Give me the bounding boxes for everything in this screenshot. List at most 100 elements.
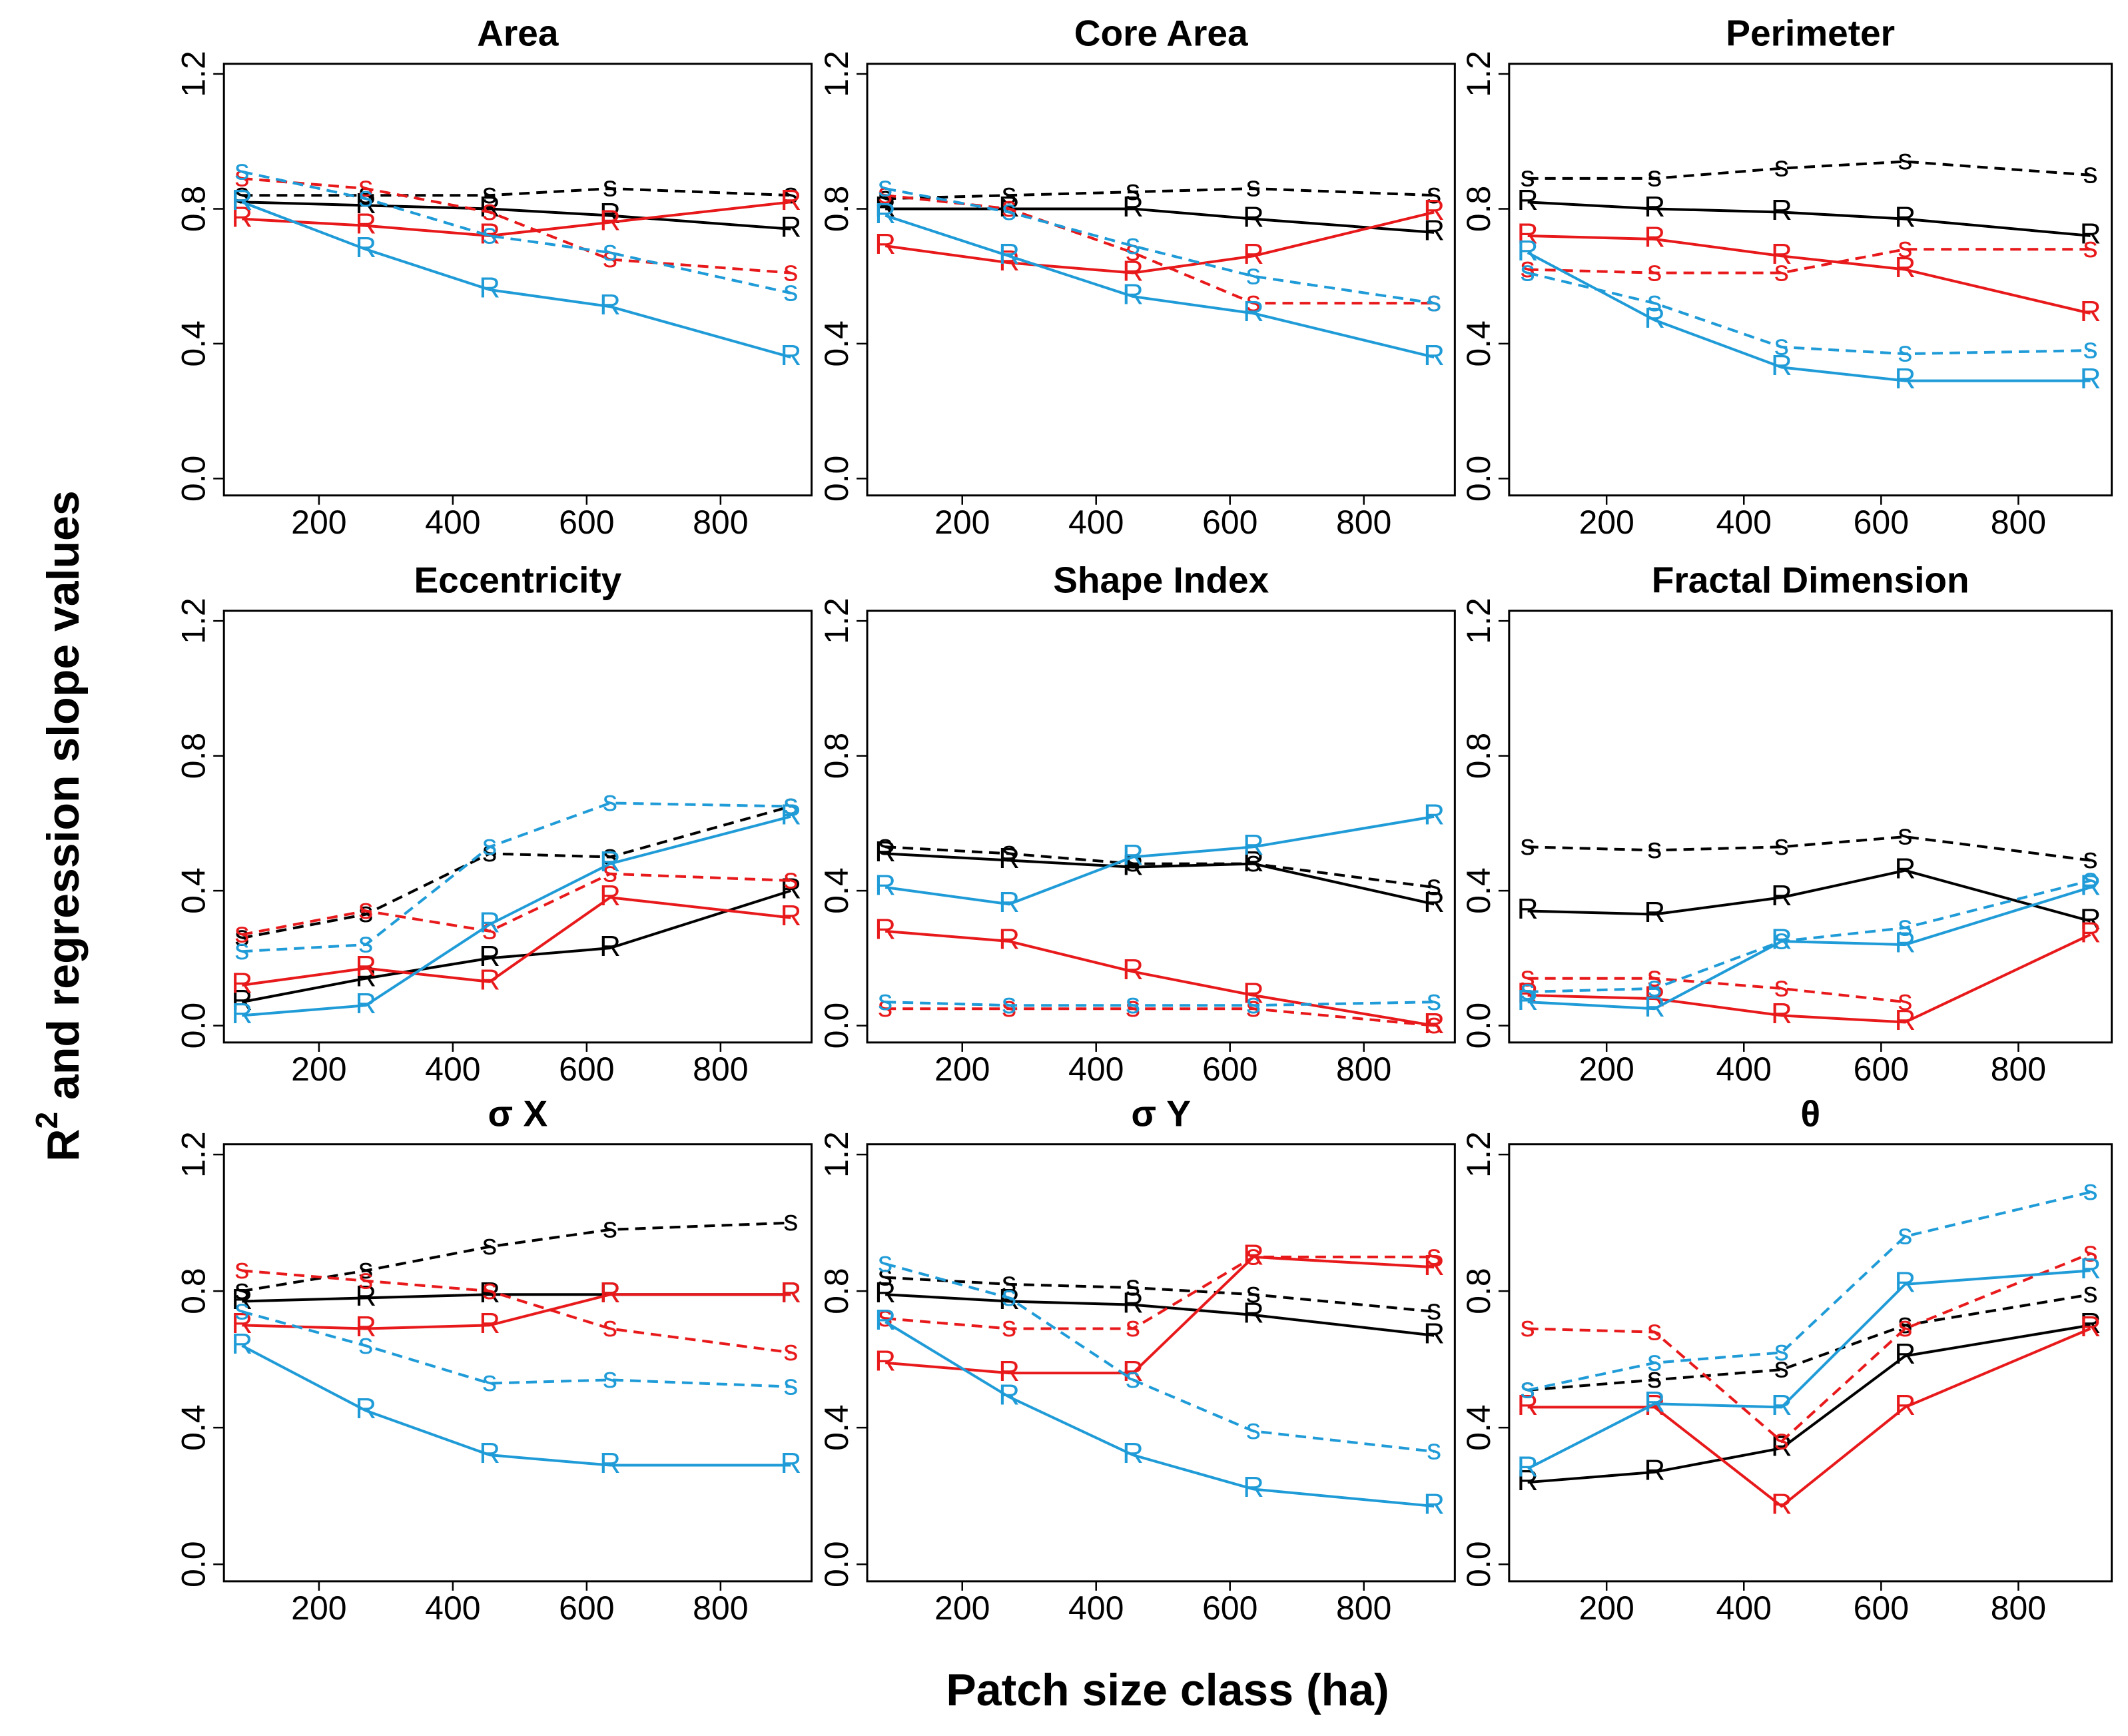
y-tick-label: 1.2 xyxy=(1460,598,1497,644)
point-marker: R xyxy=(231,1328,252,1360)
point-marker: s xyxy=(1647,254,1662,287)
point-marker: R xyxy=(998,886,1020,919)
y-tick-label: 0.8 xyxy=(818,733,855,779)
point-marker: R xyxy=(1243,829,1264,861)
point-marker: R xyxy=(1644,991,1665,1023)
y-tick-label: 0.0 xyxy=(1460,456,1497,502)
y-tick-label: 0.8 xyxy=(818,1268,855,1314)
point-marker: R xyxy=(875,197,896,230)
y-tick-label: 0.0 xyxy=(1460,1541,1497,1587)
point-marker: s xyxy=(1647,161,1662,193)
y-tick-label: 1.2 xyxy=(818,598,855,644)
point-marker: s xyxy=(783,788,798,821)
point-marker: s xyxy=(1427,1294,1441,1326)
point-marker: R xyxy=(998,923,1020,956)
point-marker: R xyxy=(780,211,801,243)
series-line xyxy=(1527,886,2091,1011)
point-marker: R xyxy=(1122,849,1144,881)
x-tick-label: 400 xyxy=(425,1589,480,1627)
y-tick-label: 0.4 xyxy=(818,867,855,914)
series-line xyxy=(1527,1327,2091,1508)
point-marker: R xyxy=(2080,218,2101,250)
x-tick-label: 800 xyxy=(1336,1051,1391,1088)
point-marker: R xyxy=(1644,302,1665,334)
point-marker: s xyxy=(1521,1372,1535,1404)
point-marker: R xyxy=(780,899,801,932)
panel: Fractal Dimension 0.0 0.4 0.8 1.2 200 400 600 80… xyxy=(1460,559,2113,1088)
point-marker: s xyxy=(1126,1310,1140,1343)
point-marker: s xyxy=(2083,1276,2098,1309)
point-marker: R xyxy=(875,869,896,902)
point-marker: s xyxy=(1521,1372,1535,1404)
x-tick-label: 400 xyxy=(1716,504,1772,541)
point-marker: s xyxy=(1002,1310,1016,1343)
x-tick-label: 800 xyxy=(1336,1589,1391,1627)
x-tick-label: 800 xyxy=(1991,504,2046,541)
point-marker: R xyxy=(1122,1286,1144,1319)
point-marker: s xyxy=(2083,863,2098,895)
point-marker: R xyxy=(479,906,500,939)
point-marker: R xyxy=(1122,191,1144,223)
point-marker: R xyxy=(599,288,621,321)
x-tick-label: 600 xyxy=(1202,504,1257,541)
series-line xyxy=(1527,1252,2091,1444)
x-tick-label: 200 xyxy=(1579,1589,1634,1627)
panel-title: Shape Index xyxy=(1053,559,1269,600)
y-tick-label: 0.8 xyxy=(1460,186,1497,232)
series-line xyxy=(1527,1269,2091,1470)
point-marker: R xyxy=(998,1379,1020,1412)
plot-frame xyxy=(1508,63,2113,497)
series-line xyxy=(885,1255,1435,1375)
point-marker: s xyxy=(1002,191,1016,223)
point-marker: R xyxy=(998,1355,1020,1388)
point-marker: R xyxy=(355,1280,376,1312)
series-line xyxy=(241,1310,791,1388)
point-marker: R xyxy=(1243,295,1264,328)
x-tick-label: 600 xyxy=(1854,504,1909,541)
point-marker: s xyxy=(1774,329,1789,362)
point-marker: s xyxy=(234,920,249,953)
series-line xyxy=(1527,933,2091,1024)
point-marker: s xyxy=(482,829,497,861)
point-marker: s xyxy=(1427,1239,1441,1272)
x-tick-label: 800 xyxy=(693,504,748,541)
point-marker: R xyxy=(1122,254,1144,287)
series-line xyxy=(885,187,1435,305)
point-marker: R xyxy=(479,940,500,973)
point-marker: R xyxy=(1122,839,1144,871)
plot-frame xyxy=(866,63,1456,497)
point-marker: R xyxy=(875,1344,896,1377)
point-marker: s xyxy=(1521,254,1535,287)
point-marker: R xyxy=(1644,896,1665,929)
point-marker: R xyxy=(355,987,376,1020)
series-line xyxy=(1527,1324,2091,1484)
point-marker: s xyxy=(1246,991,1261,1023)
point-marker: s xyxy=(358,171,373,203)
x-tick-label: 600 xyxy=(559,1051,614,1088)
point-marker: s xyxy=(358,181,373,213)
point-marker: R xyxy=(479,272,500,304)
point-marker: R xyxy=(1895,1266,1916,1299)
point-marker: R xyxy=(1517,1464,1539,1497)
point-marker: s xyxy=(1126,991,1140,1023)
y-tick-label: 0.4 xyxy=(1460,320,1497,367)
point-marker: s xyxy=(1126,174,1140,207)
point-marker: s xyxy=(2083,157,2098,189)
plot-frame xyxy=(1508,1143,2113,1583)
point-marker: s xyxy=(1246,258,1261,290)
point-marker: R xyxy=(2080,1310,2101,1343)
series-line xyxy=(885,815,1435,906)
point-marker: s xyxy=(1427,177,1441,210)
point-marker: s xyxy=(358,1262,373,1295)
x-tick-label: 800 xyxy=(693,1051,748,1088)
point-marker: s xyxy=(1427,869,1441,902)
point-marker: s xyxy=(358,1252,373,1285)
series-line xyxy=(242,896,791,987)
y-tick-label: 0.8 xyxy=(1460,1268,1497,1314)
series-line xyxy=(1527,201,2091,237)
y-tick-label: 1.2 xyxy=(175,1131,212,1178)
series-line xyxy=(242,201,791,237)
point-marker: R xyxy=(231,997,252,1030)
